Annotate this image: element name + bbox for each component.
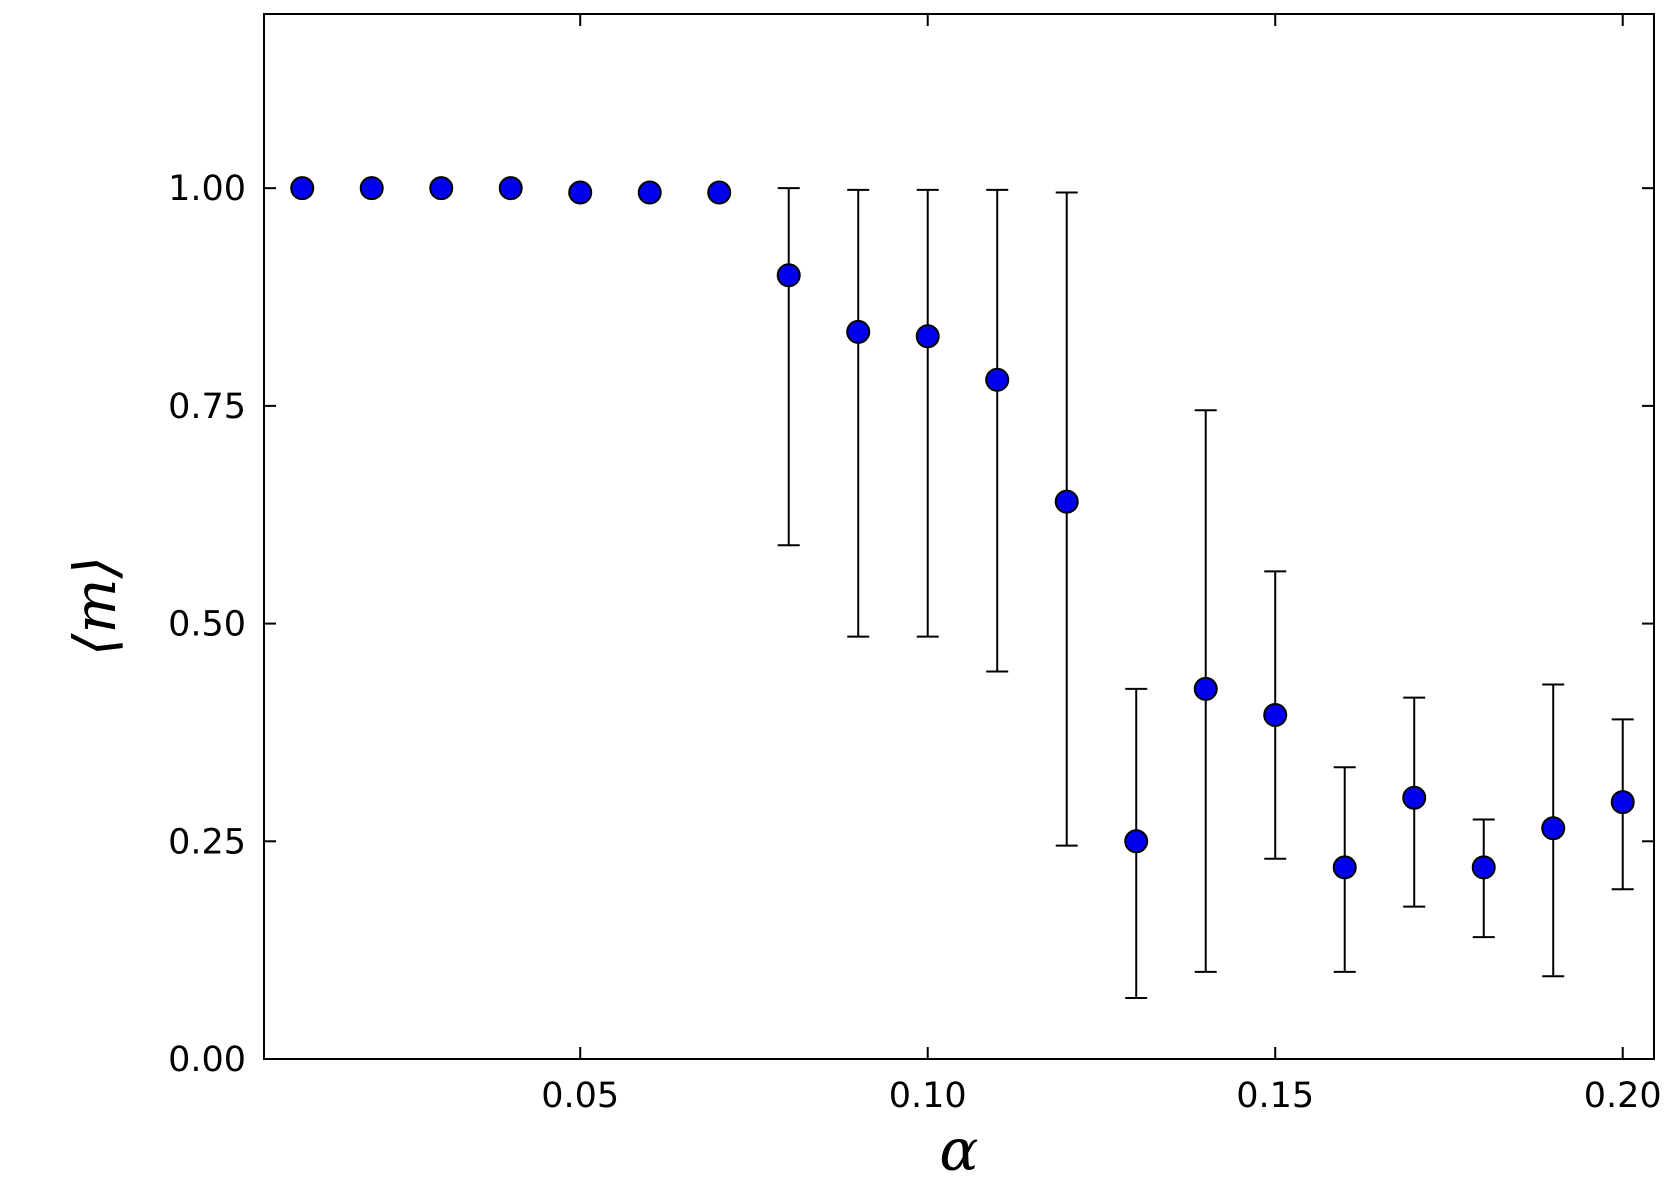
error-bar bbox=[777, 187, 800, 547]
data-point bbox=[707, 180, 732, 205]
data-point bbox=[637, 180, 662, 205]
y-tick-label: 0.00 bbox=[168, 1040, 246, 1080]
y-tick-label: 0.75 bbox=[168, 387, 246, 427]
plot-frame bbox=[263, 13, 1655, 1060]
data-point bbox=[776, 263, 801, 288]
data-point bbox=[1054, 489, 1079, 514]
x-tick-label: 0.05 bbox=[541, 1076, 619, 1116]
data-points bbox=[290, 176, 1635, 880]
data-point bbox=[1263, 703, 1288, 728]
x-tick-label: 0.20 bbox=[1584, 1076, 1662, 1116]
data-point bbox=[1610, 790, 1635, 815]
error-bar bbox=[847, 188, 870, 638]
data-point bbox=[568, 180, 593, 205]
data-point bbox=[1541, 816, 1566, 841]
y-tick-label: 0.50 bbox=[168, 605, 246, 645]
x-tick-label: 0.10 bbox=[889, 1076, 967, 1116]
error-bar bbox=[916, 188, 939, 638]
y-axis-label: ⟨m⟩ bbox=[61, 556, 129, 656]
axis-ticks: 0.05 0.10 0.15 0.20 0.00 0.25 0.50 0.75 1.00 bbox=[168, 14, 1662, 1116]
error-bar bbox=[986, 188, 1009, 673]
data-point bbox=[359, 176, 384, 201]
data-point bbox=[1402, 785, 1427, 810]
data-point bbox=[846, 319, 871, 344]
x-tick-label: 0.15 bbox=[1236, 1076, 1314, 1116]
error-bars bbox=[777, 187, 1634, 1000]
data-point bbox=[498, 176, 523, 201]
error-bar bbox=[1055, 191, 1078, 847]
data-point bbox=[1332, 855, 1357, 880]
data-point bbox=[985, 367, 1010, 392]
data-point bbox=[429, 176, 454, 201]
x-axis-label: α bbox=[939, 1116, 978, 1184]
data-point bbox=[1471, 855, 1496, 880]
data-point bbox=[1124, 829, 1149, 854]
y-tick-label: 1.00 bbox=[168, 169, 246, 209]
data-point bbox=[290, 176, 315, 201]
data-point bbox=[915, 324, 940, 349]
data-point bbox=[1193, 676, 1218, 701]
y-tick-label: 0.25 bbox=[168, 822, 246, 862]
